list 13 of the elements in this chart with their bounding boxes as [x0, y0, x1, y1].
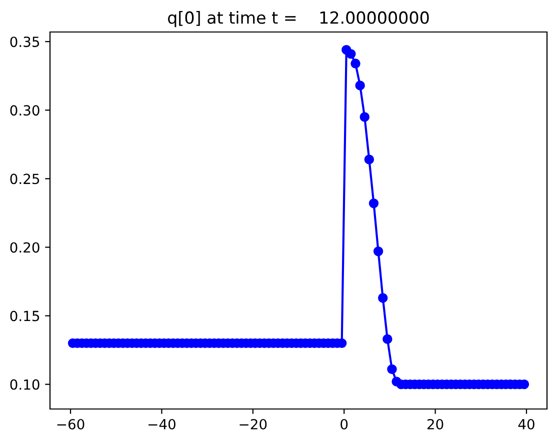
y-tick-label: 0.30 [10, 105, 40, 116]
y-tick-label: 0.10 [10, 379, 40, 390]
x-tick-label: −20 [240, 418, 267, 430]
chart-title: q[0] at time t = 12.00000000 [168, 11, 429, 28]
x-tick-label: 40 [518, 418, 534, 430]
x-tick-label: −60 [57, 418, 84, 430]
x-tick-label: 0 [340, 418, 348, 430]
x-tick-label: −40 [148, 418, 176, 430]
y-tick-label: 0.20 [10, 242, 40, 253]
y-tick-label: 0.35 [10, 36, 40, 48]
x-tick-label: 20 [427, 418, 444, 430]
y-tick-label: 0.25 [10, 174, 40, 184]
y-tick-label: 0.15 [10, 310, 40, 322]
